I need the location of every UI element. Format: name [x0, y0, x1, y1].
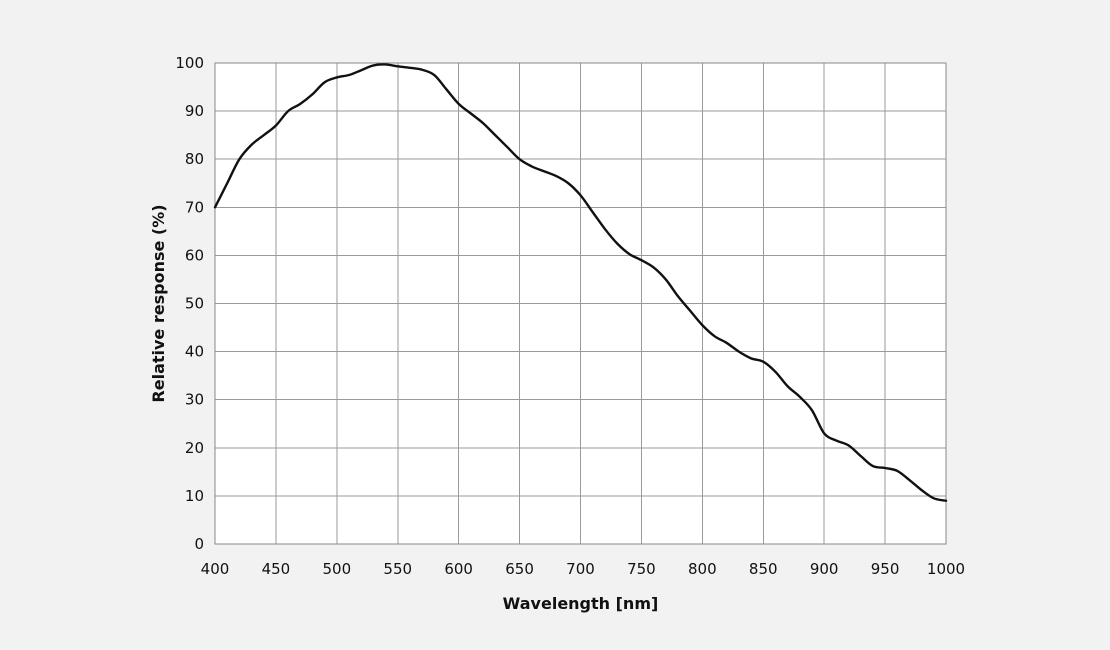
x-tick-label: 900: [810, 560, 839, 578]
x-axis-ticks: 400 450 500 550 600 650 700 750 800 850 900 950 1000: [201, 560, 965, 578]
x-tick-label: 650: [505, 560, 534, 578]
y-tick-label: 70: [185, 198, 204, 216]
series-line: [213, 63, 948, 502]
y-tick-label: 100: [175, 54, 204, 72]
y-tick-label: 40: [185, 343, 204, 361]
x-tick-label: 800: [688, 560, 717, 578]
y-tick-label: 50: [185, 295, 204, 313]
y-tick-label: 80: [185, 150, 204, 168]
plot-frame: [214, 62, 947, 545]
y-tick-label: 90: [185, 102, 204, 120]
y-tick-label: 60: [185, 246, 204, 264]
x-tick-label: 950: [871, 560, 900, 578]
x-tick-label: 550: [383, 560, 412, 578]
x-tick-label: 750: [627, 560, 656, 578]
y-tick-label: 0: [194, 535, 204, 553]
x-tick-label: 700: [566, 560, 595, 578]
x-tick-label: 450: [262, 560, 291, 578]
y-tick-label: 10: [185, 487, 204, 505]
y-axis-ticks: 0 10 20 30 40 50 60 70 80 90 100: [175, 54, 204, 553]
grid: [214, 62, 947, 545]
x-axis-title: Wavelength [nm]: [503, 594, 659, 613]
y-axis-title: Relative response (%): [149, 204, 168, 402]
y-tick-label: 20: [185, 439, 204, 457]
series-group: [213, 63, 948, 502]
x-tick-label: 850: [749, 560, 778, 578]
x-tick-label: 1000: [927, 560, 965, 578]
x-tick-label: 500: [323, 560, 352, 578]
x-tick-label: 600: [444, 560, 473, 578]
y-tick-label: 30: [185, 391, 204, 409]
x-tick-label: 400: [201, 560, 230, 578]
